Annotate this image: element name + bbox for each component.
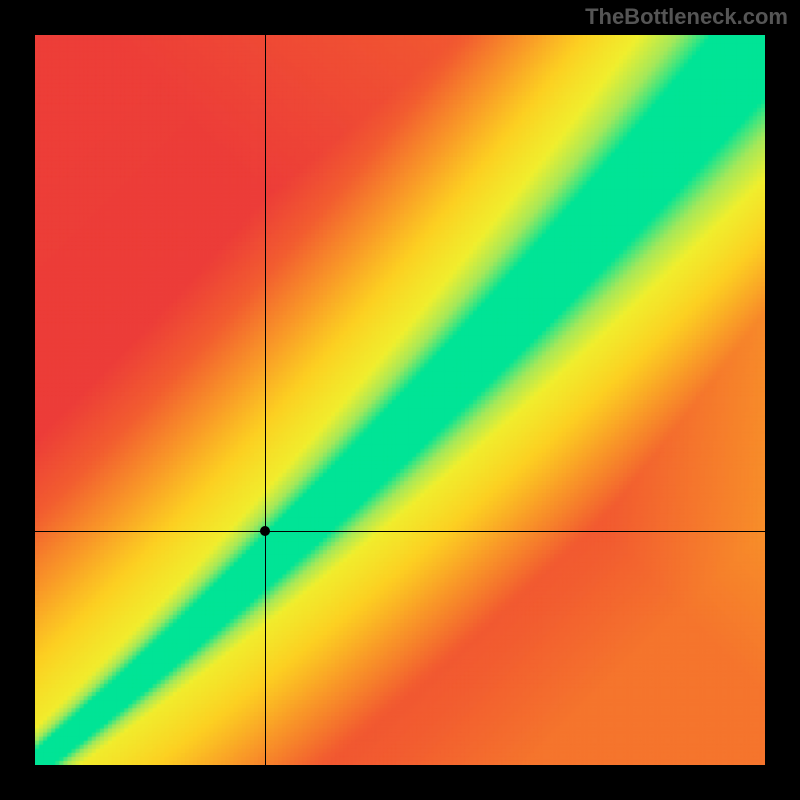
plot-frame — [35, 35, 765, 765]
watermark-label: TheBottleneck.com — [585, 4, 788, 30]
crosshair-vertical — [265, 35, 266, 765]
chart-container: TheBottleneck.com — [0, 0, 800, 800]
heatmap-canvas — [35, 35, 765, 765]
marker-point — [260, 526, 270, 536]
crosshair-horizontal — [35, 531, 765, 532]
